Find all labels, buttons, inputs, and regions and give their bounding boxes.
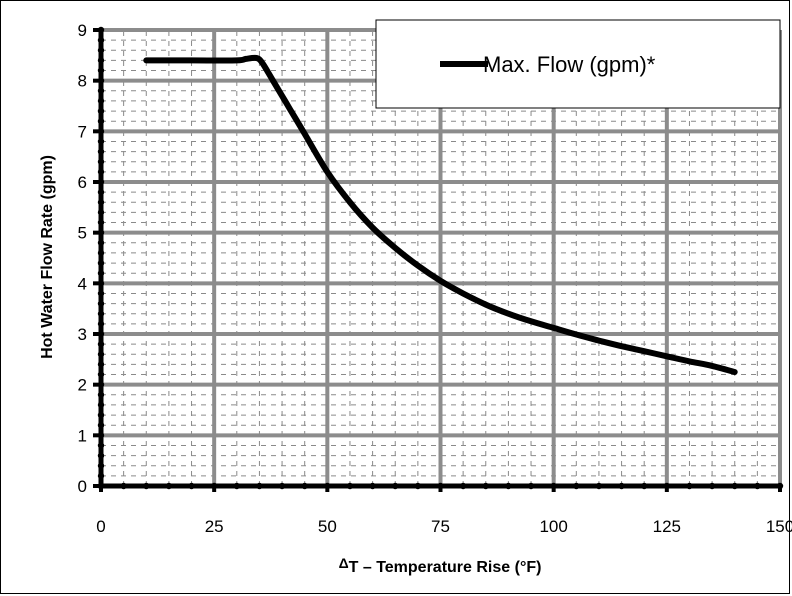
x-axis-minor-tick <box>527 482 535 490</box>
y-axis-minor-tick <box>97 36 105 44</box>
y-axis-minor-tick <box>97 391 105 398</box>
y-axis-minor-tick <box>97 422 105 429</box>
series-line-max-flow <box>143 54 738 375</box>
x-tick-labels: 0 25 50 75 100 125 150 <box>96 517 792 536</box>
y-axis-minor-tick <box>97 239 105 246</box>
x-tick-label: 125 <box>653 517 681 536</box>
legend-label: Max. Flow (gpm)* <box>483 52 656 77</box>
y-axis-minor-tick <box>97 361 105 368</box>
y-axis-minor-tick <box>97 442 105 449</box>
x-axis-minor-tick <box>233 482 240 490</box>
x-axis-minor-tick <box>618 482 625 490</box>
y-tick-label: 8 <box>78 72 87 91</box>
x-axis-minor-tick <box>686 482 693 490</box>
x-axis-minor-tick <box>392 482 399 490</box>
y-axis-minor-tick <box>97 401 105 409</box>
x-axis-minor-tick <box>369 482 376 490</box>
axes <box>93 26 784 492</box>
y-axis-minor-tick <box>97 209 105 216</box>
x-axis-minor-tick <box>754 482 761 490</box>
y-axis-minor-tick <box>97 168 105 176</box>
y-tick-label: 2 <box>78 376 87 395</box>
y-tick-label: 1 <box>78 426 87 445</box>
y-axis-minor-tick <box>97 340 105 348</box>
x-axis-minor-tick <box>143 482 150 490</box>
y-tick-label: 7 <box>78 122 87 141</box>
x-axis-minor-tick <box>641 482 648 490</box>
y-tick-label: 6 <box>78 173 87 192</box>
x-tick-label: 50 <box>318 517 337 536</box>
x-axis-minor-tick <box>278 482 286 490</box>
y-axis-minor-tick <box>97 371 105 378</box>
x-tick-label: 100 <box>539 517 567 536</box>
x-axis-minor-tick <box>188 482 195 490</box>
y-axis-minor-tick <box>97 97 105 105</box>
series-group <box>143 54 738 375</box>
y-axis-minor-tick <box>97 320 105 328</box>
x-axis-minor-tick <box>414 482 422 490</box>
y-axis-minor-tick <box>97 351 105 358</box>
y-axis-title: Hot Water Flow Rate (gpm) <box>39 155 56 359</box>
y-axis-minor-tick <box>97 452 105 459</box>
y-axis-minor-tick <box>97 57 105 64</box>
y-tick-label: 3 <box>78 325 87 344</box>
x-axis-minor-tick <box>120 482 127 490</box>
legend: Max. Flow (gpm)* <box>375 19 781 109</box>
x-axis-title-prefix: Δ <box>339 555 349 571</box>
y-axis-minor-tick <box>97 107 105 115</box>
x-axis-minor-tick <box>482 482 489 490</box>
x-tick-label: 75 <box>431 517 450 536</box>
y-axis-minor-tick <box>97 411 105 419</box>
y-axis-minor-tick <box>97 270 105 277</box>
x-tick-label: 0 <box>96 517 105 536</box>
x-axis-minor-tick <box>505 482 512 490</box>
y-axis-minor-tick <box>97 138 105 145</box>
x-axis-minor-tick <box>708 482 716 490</box>
y-axis-minor-tick <box>97 188 105 196</box>
y-axis-minor-tick <box>97 199 105 206</box>
x-tick-label: 150 <box>766 517 792 536</box>
x-axis-title-text: T – Temperature Rise (°F) <box>349 559 542 576</box>
y-axis-minor-tick <box>97 219 105 226</box>
x-axis-title: ΔT – Temperature Rise (°F) <box>339 555 542 576</box>
y-axis-minor-tick <box>97 472 105 480</box>
y-axis-minor-tick <box>97 118 105 125</box>
y-axis-minor-tick <box>97 148 105 155</box>
y-axis-minor-tick <box>97 158 105 165</box>
y-axis-minor-tick <box>97 47 105 54</box>
y-tick-labels: 0 1 2 3 4 5 6 7 8 9 <box>78 21 87 496</box>
x-axis-minor-tick <box>731 482 738 490</box>
x-axis-minor-tick <box>301 482 308 490</box>
x-axis-minor-tick <box>459 482 467 490</box>
x-axis-minor-tick <box>256 482 263 490</box>
x-axis-minor-tick <box>165 482 173 490</box>
y-axis-minor-tick <box>97 310 105 317</box>
y-axis-minor-tick <box>97 67 105 74</box>
y-tick-label: 5 <box>78 224 87 243</box>
x-axis-minor-tick <box>573 482 580 490</box>
y-axis-minor-tick <box>97 249 105 257</box>
x-axis-minor-tick <box>595 482 603 490</box>
y-axis-minor-tick <box>97 87 105 95</box>
x-tick-label: 25 <box>205 517 224 536</box>
y-tick-label: 9 <box>78 21 87 40</box>
y-axis-minor-tick <box>97 300 105 307</box>
y-tick-label: 0 <box>78 477 87 496</box>
y-tick-label: 4 <box>78 274 87 293</box>
y-axis-minor-tick <box>97 290 105 297</box>
x-axis-minor-tick <box>346 482 354 490</box>
y-axis-minor-tick <box>97 462 105 469</box>
y-axis-minor-tick <box>97 259 105 267</box>
